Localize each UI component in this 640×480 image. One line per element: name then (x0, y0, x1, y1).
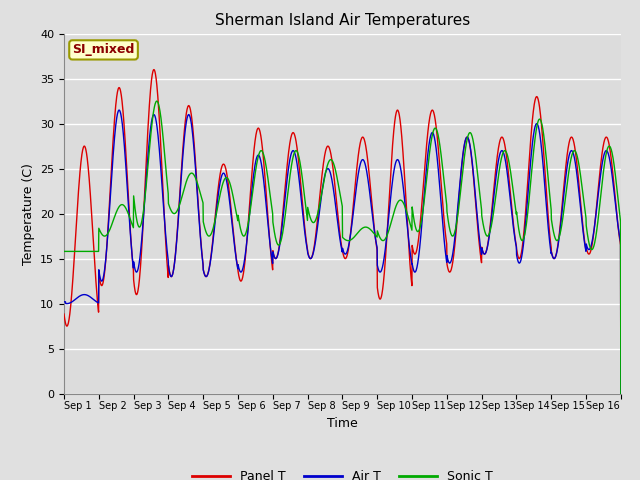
X-axis label: Time: Time (327, 417, 358, 430)
Legend: Panel T, Air T, Sonic T: Panel T, Air T, Sonic T (188, 465, 497, 480)
Y-axis label: Temperature (C): Temperature (C) (22, 163, 35, 264)
Title: Sherman Island Air Temperatures: Sherman Island Air Temperatures (215, 13, 470, 28)
Text: SI_mixed: SI_mixed (72, 43, 135, 56)
